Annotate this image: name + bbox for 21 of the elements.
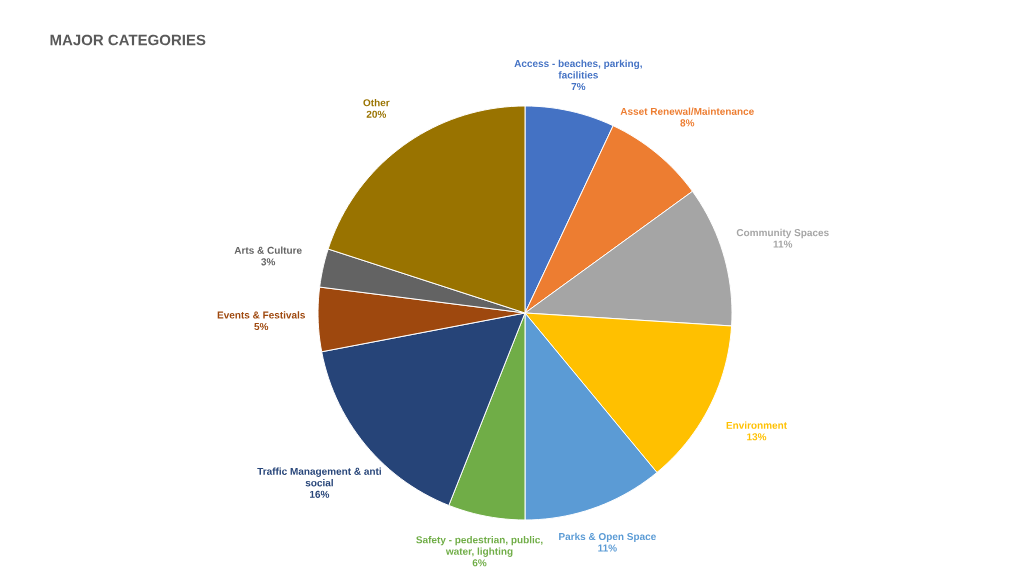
slice-label: Environment	[726, 421, 787, 429]
data-label: 8%	[680, 119, 695, 127]
slice-label: Other	[363, 98, 390, 107]
data-label: 13%	[747, 433, 767, 441]
data-label: 6%	[472, 559, 487, 567]
data-label: 3%	[261, 258, 276, 266]
slice-label: Events & Festivals	[217, 311, 305, 319]
data-label: 7%	[571, 83, 586, 91]
slice-label: Traffic Management & anti social	[257, 467, 381, 487]
slice-label: Arts & Culture	[234, 246, 302, 254]
slice-label: Asset Renewal/Maintenance	[620, 107, 754, 116]
data-label: 11%	[598, 544, 617, 552]
slice-label: Safety - pedestrian, public, water, lighting	[416, 536, 543, 557]
data-label: 11%	[773, 240, 793, 248]
data-label: 5%	[254, 323, 269, 331]
chart-title: MAJOR CATEGORIES	[50, 34, 206, 46]
slice-label: Access - beaches, parking, facilities	[514, 59, 642, 79]
data-label: 16%	[310, 490, 330, 498]
slice-label: Parks & Open Space	[559, 532, 656, 543]
data-label: 20%	[366, 110, 387, 118]
slice-label: Community Spaces	[736, 228, 829, 239]
